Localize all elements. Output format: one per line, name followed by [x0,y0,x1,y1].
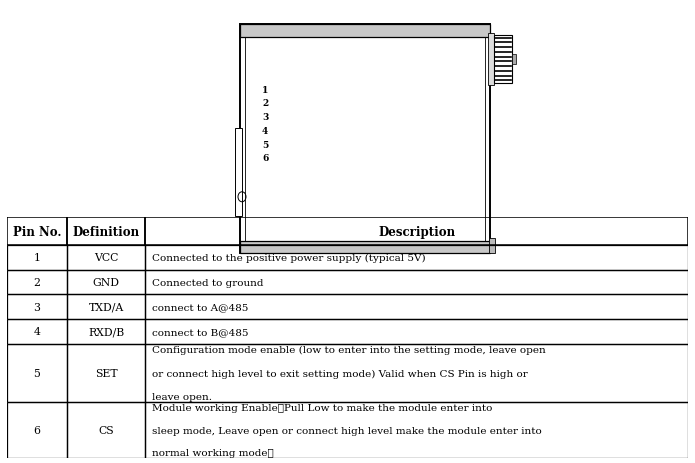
Text: TXD/A: TXD/A [88,302,124,312]
Text: Connected to the positive power supply (typical 5V): Connected to the positive power supply (… [152,253,425,263]
Text: 2: 2 [262,99,268,108]
Text: normal working mode）: normal working mode） [152,448,274,457]
Bar [240,241,490,254]
Text: SET: SET [95,368,117,378]
Text: or connect high level to exit setting mode) Valid when CS Pin is high or: or connect high level to exit setting mo… [152,369,528,378]
Text: GND: GND [92,277,120,288]
Bar [489,238,495,254]
Bar [512,55,516,65]
Bar [488,34,494,86]
Text: 1: 1 [262,86,268,94]
Text: Description: Description [378,225,455,238]
Bar [240,25,490,254]
Text: Module working Enable（Pull Low to make the module enter into: Module working Enable（Pull Low to make t… [152,404,492,413]
Text: Definition: Definition [72,225,140,238]
Text: Configuration mode enable (low to enter into the setting mode, leave open: Configuration mode enable (low to enter … [152,345,546,354]
Bar [240,25,490,38]
Text: 6: 6 [33,425,40,435]
Text: 6: 6 [262,154,268,163]
Text: connect to B@485: connect to B@485 [152,327,249,336]
Text: 4: 4 [262,127,268,136]
Text: 3: 3 [262,113,268,122]
Text: CS: CS [98,425,114,435]
Text: 4: 4 [33,326,40,337]
Text: 3: 3 [33,302,40,312]
Text: leave open.: leave open. [152,392,212,401]
Text: sleep mode, Leave open or connect high level make the module enter into: sleep mode, Leave open or connect high l… [152,426,542,435]
Bar [235,129,242,216]
Bar [245,31,485,247]
Text: 1: 1 [33,253,40,263]
Text: 2: 2 [33,277,40,288]
Text: VCC: VCC [94,253,118,263]
Text: 5: 5 [33,368,40,378]
Text: Connected to ground: Connected to ground [152,278,263,287]
Text: connect to A@485: connect to A@485 [152,302,248,312]
Text: 5: 5 [262,140,268,150]
Text: Pin No.: Pin No. [13,225,61,238]
Text: RXD/B: RXD/B [88,326,124,337]
Bar [494,36,512,84]
